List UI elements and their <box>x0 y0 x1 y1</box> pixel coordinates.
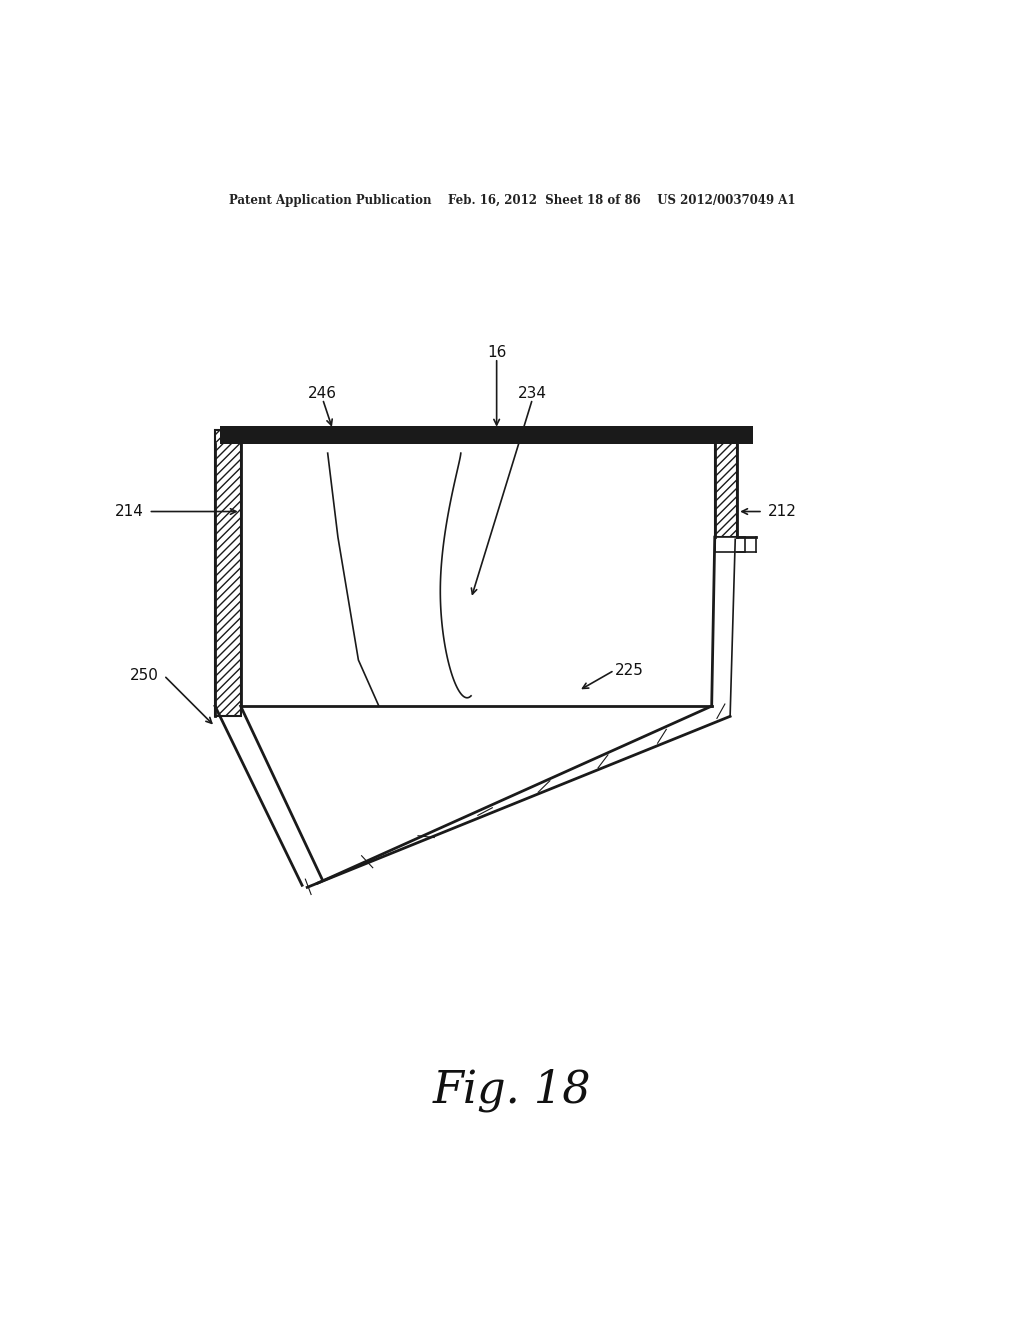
Text: 234: 234 <box>518 387 547 401</box>
Text: 16: 16 <box>487 346 506 360</box>
Text: 246: 246 <box>308 387 337 401</box>
Bar <box>220 425 753 444</box>
Text: Fig. 18: Fig. 18 <box>433 1068 591 1111</box>
Text: 212: 212 <box>768 504 797 519</box>
Bar <box>715 537 745 553</box>
Bar <box>715 429 737 537</box>
Text: 225: 225 <box>614 663 643 677</box>
Text: 214: 214 <box>115 504 143 519</box>
Bar <box>215 429 241 717</box>
Text: 250: 250 <box>130 668 159 682</box>
Text: Patent Application Publication    Feb. 16, 2012  Sheet 18 of 86    US 2012/00370: Patent Application Publication Feb. 16, … <box>228 194 796 207</box>
